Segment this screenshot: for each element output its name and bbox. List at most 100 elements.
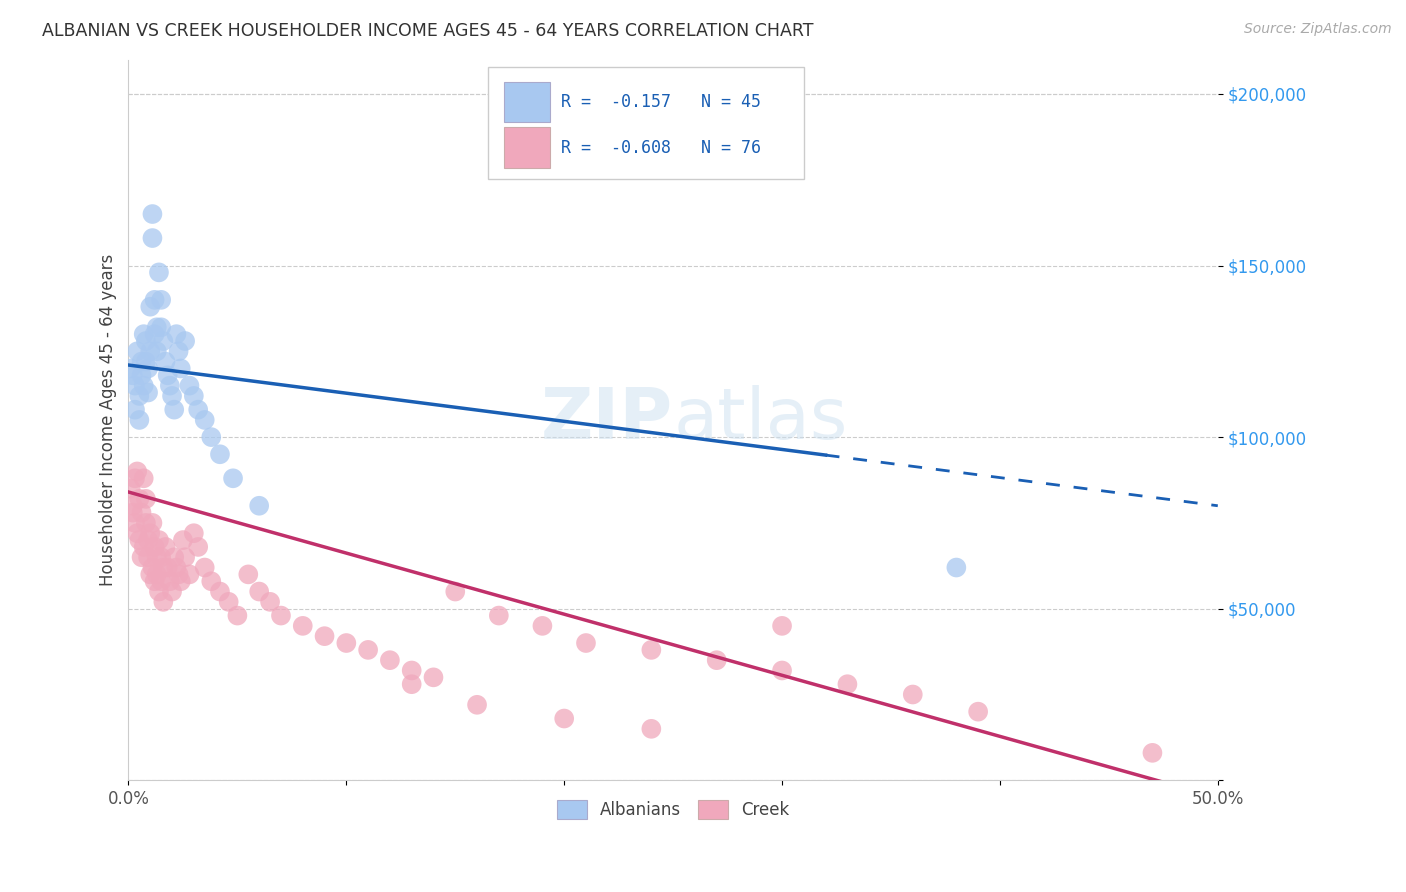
Point xyxy=(127,344,149,359)
Point xyxy=(139,344,162,359)
Point xyxy=(200,574,222,589)
Text: ALBANIAN VS CREEK HOUSEHOLDER INCOME AGES 45 - 64 YEARS CORRELATION CHART: ALBANIAN VS CREEK HOUSEHOLDER INCOME AGE… xyxy=(42,22,814,40)
Point xyxy=(174,334,197,348)
FancyBboxPatch shape xyxy=(505,128,550,168)
Point xyxy=(148,265,170,279)
Point xyxy=(150,293,173,307)
Point xyxy=(135,334,157,348)
Point xyxy=(132,471,155,485)
Point xyxy=(183,389,205,403)
Point xyxy=(259,595,281,609)
Point xyxy=(150,320,173,334)
Point xyxy=(401,677,423,691)
Point xyxy=(146,567,169,582)
Point xyxy=(156,560,179,574)
Point xyxy=(128,413,150,427)
Point xyxy=(120,482,142,496)
Point xyxy=(488,608,510,623)
Point xyxy=(270,608,292,623)
Point xyxy=(901,688,924,702)
Text: Source: ZipAtlas.com: Source: ZipAtlas.com xyxy=(1244,22,1392,37)
Point xyxy=(143,574,166,589)
Point xyxy=(172,533,194,547)
Point xyxy=(128,389,150,403)
Point xyxy=(238,567,260,582)
Text: R =  -0.608   N = 76: R = -0.608 N = 76 xyxy=(561,138,761,156)
Text: atlas: atlas xyxy=(673,385,848,454)
Point xyxy=(136,550,159,565)
Point xyxy=(222,471,245,485)
Point xyxy=(335,636,357,650)
Point xyxy=(143,327,166,342)
Point xyxy=(124,402,146,417)
Point xyxy=(124,378,146,392)
Point xyxy=(143,293,166,307)
Point xyxy=(128,491,150,506)
Point xyxy=(132,327,155,342)
Point xyxy=(163,402,186,417)
Point xyxy=(136,385,159,400)
Point xyxy=(120,361,142,376)
Point xyxy=(401,664,423,678)
Point xyxy=(378,653,401,667)
Point xyxy=(131,550,153,565)
Point xyxy=(640,643,662,657)
Point xyxy=(141,231,163,245)
Point xyxy=(194,413,217,427)
Point xyxy=(422,670,444,684)
Point xyxy=(706,653,728,667)
Point xyxy=(135,491,157,506)
Point xyxy=(152,560,174,574)
Point xyxy=(131,368,153,383)
Point xyxy=(128,533,150,547)
Point xyxy=(314,629,336,643)
Point xyxy=(575,636,598,650)
Point xyxy=(121,499,143,513)
Point xyxy=(553,712,575,726)
Point xyxy=(150,550,173,565)
Point xyxy=(152,334,174,348)
Point xyxy=(770,664,793,678)
Point xyxy=(226,608,249,623)
Point xyxy=(143,540,166,554)
Point xyxy=(770,619,793,633)
Point xyxy=(531,619,554,633)
Point xyxy=(155,354,177,368)
Point xyxy=(174,550,197,565)
Point xyxy=(208,584,231,599)
Point xyxy=(146,550,169,565)
Point xyxy=(124,471,146,485)
Point xyxy=(121,506,143,520)
Point xyxy=(148,584,170,599)
Point xyxy=(194,560,217,574)
Point xyxy=(152,595,174,609)
Point xyxy=(187,402,209,417)
Point xyxy=(139,300,162,314)
Point xyxy=(146,344,169,359)
Point xyxy=(218,595,240,609)
Point xyxy=(146,320,169,334)
Point xyxy=(165,327,187,342)
Point xyxy=(167,344,190,359)
Point xyxy=(179,378,201,392)
Point xyxy=(357,643,380,657)
Point xyxy=(167,567,190,582)
Point xyxy=(291,619,314,633)
Point xyxy=(465,698,488,712)
Point xyxy=(139,526,162,541)
Point xyxy=(141,207,163,221)
Point xyxy=(1142,746,1164,760)
Point xyxy=(139,567,162,582)
Point xyxy=(187,540,209,554)
Point xyxy=(131,354,153,368)
Point xyxy=(124,516,146,530)
Point xyxy=(150,574,173,589)
Point xyxy=(127,465,149,479)
Point xyxy=(640,722,662,736)
Point xyxy=(163,550,186,565)
Point xyxy=(170,574,193,589)
Point xyxy=(837,677,859,691)
Point xyxy=(159,574,181,589)
Point xyxy=(247,499,270,513)
Point xyxy=(135,354,157,368)
